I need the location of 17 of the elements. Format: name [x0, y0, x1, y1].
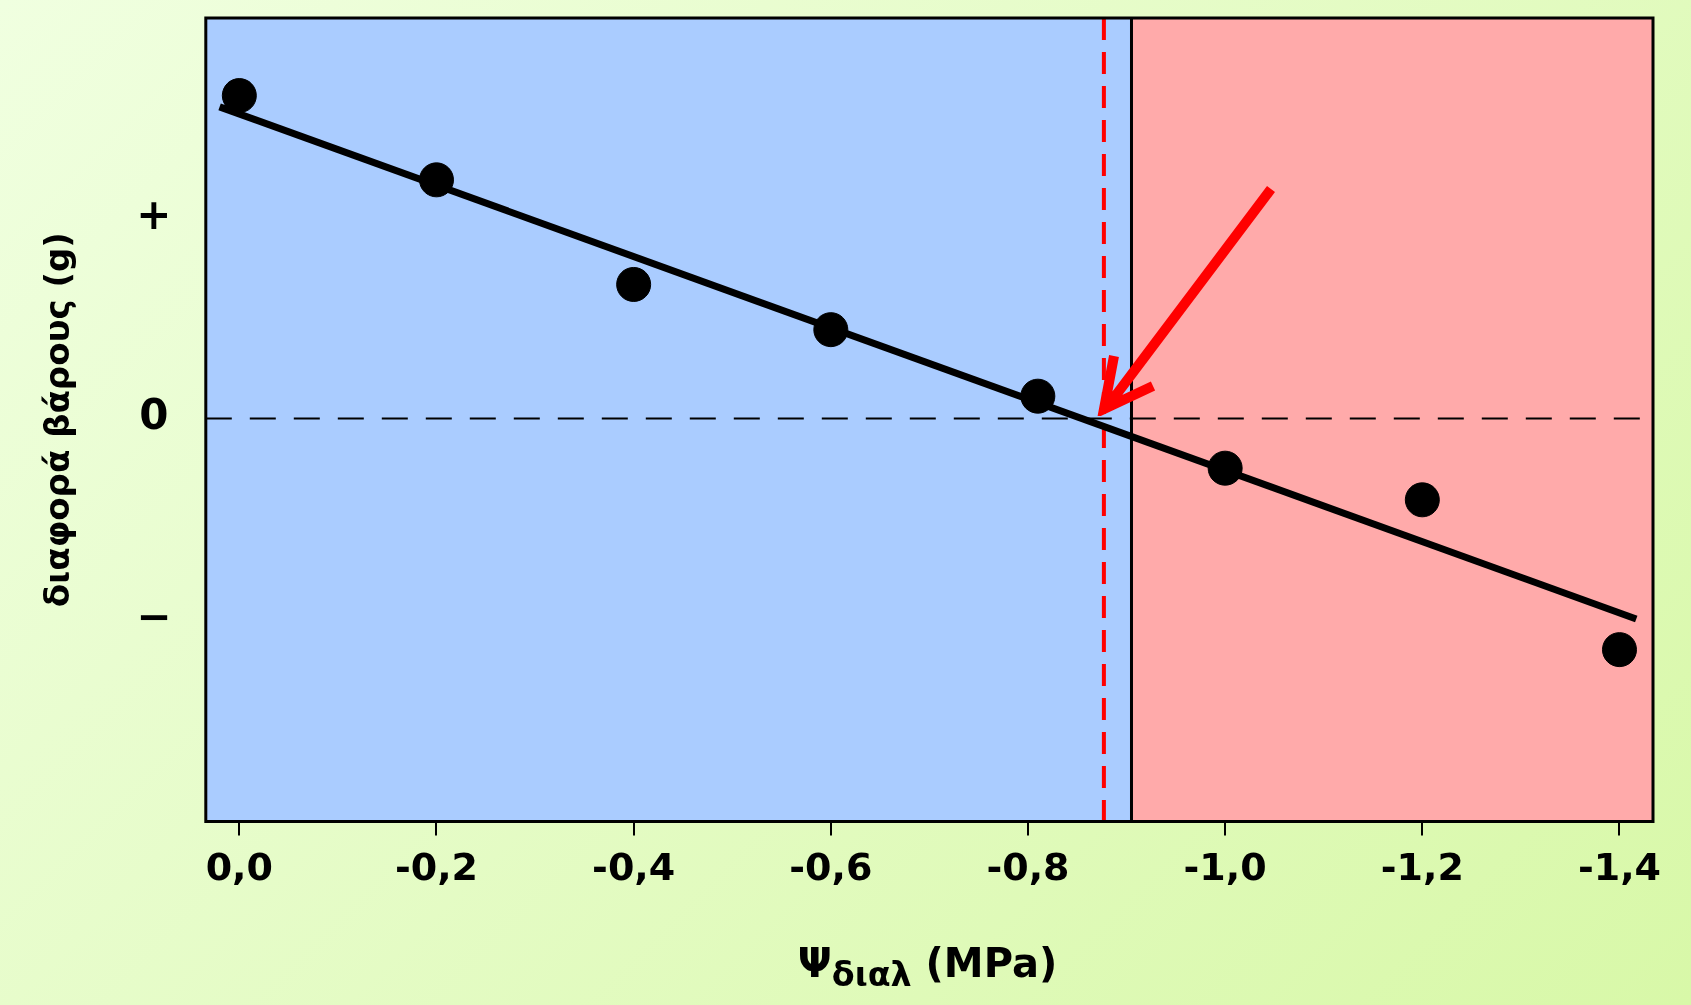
- x-tick-label: -0,4: [592, 845, 676, 890]
- text: −: [136, 591, 172, 641]
- text: +: [136, 190, 172, 240]
- x-tick-label: -1,0: [1183, 845, 1267, 890]
- x-tick-label: -1,4: [1577, 845, 1662, 890]
- x-tick-label: -0,6: [789, 845, 873, 890]
- point: [1601, 632, 1637, 668]
- point: [1404, 482, 1440, 518]
- x-tick-label: -0,2: [394, 845, 479, 890]
- x-tick-label: 0,0: [205, 845, 273, 890]
- point: [221, 78, 257, 114]
- point: [616, 266, 652, 302]
- x-tick-label: -1,2: [1380, 845, 1464, 890]
- ref-line-label: 0: [139, 390, 169, 440]
- x-tick-label: -0,8: [986, 845, 1070, 890]
- x-axis-title: Ψ$_{διαλ}$ (MPa): [796, 940, 1059, 994]
- y-axis-title: διαφορά βάρους (g): [37, 232, 78, 608]
